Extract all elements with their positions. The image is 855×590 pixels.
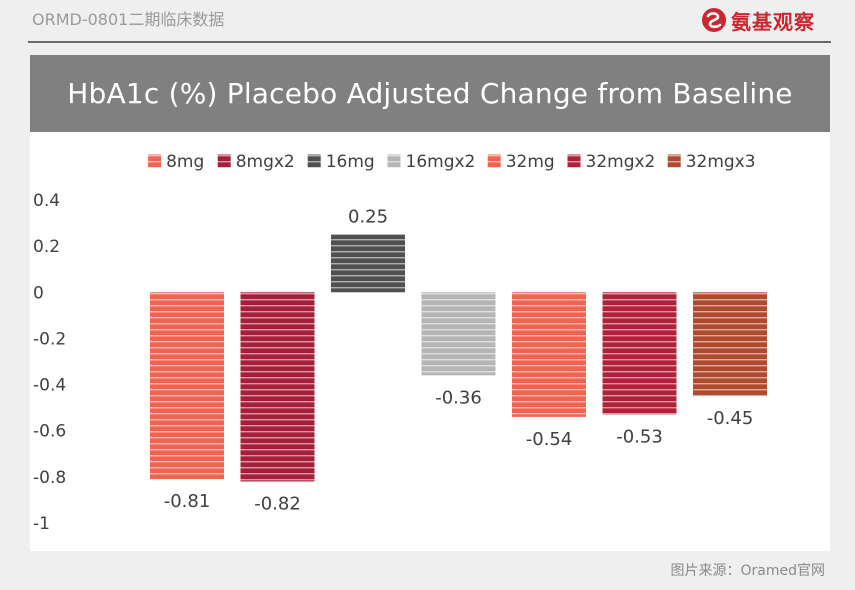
legend-swatch-16mg bbox=[307, 154, 321, 168]
bar-16mg bbox=[331, 234, 405, 293]
legend-item-16mgx2: 16mgx2 bbox=[387, 152, 476, 172]
y-tick-label: -1 bbox=[33, 514, 50, 534]
legend-swatch-32mgx3 bbox=[667, 154, 681, 168]
bar-16mgx2 bbox=[421, 292, 496, 376]
y-axis: 0.4 0.2 0 -0.2 -0.4 -0.6 -0.8 -1 bbox=[33, 191, 66, 534]
chart-panel: HbA1c (%) Placebo Adjusted Change from B… bbox=[30, 55, 830, 551]
legend-label-8mgx2: 8mgx2 bbox=[236, 152, 295, 172]
legend-label-16mgx2: 16mgx2 bbox=[406, 152, 476, 172]
brand-logo-block: 氨基观察 bbox=[701, 5, 815, 35]
legend-label-8mg: 8mg bbox=[166, 152, 204, 172]
image-source-caption: 图片来源：Oramed官网 bbox=[670, 563, 826, 579]
bar-32mg bbox=[512, 292, 586, 417]
data-label-32mgx3: -0.45 bbox=[707, 408, 754, 429]
y-tick-label: -0.2 bbox=[33, 329, 66, 349]
y-tick-label: 0.2 bbox=[33, 237, 60, 257]
legend-label-16mg: 16mg bbox=[326, 152, 375, 172]
bar-32mgx2 bbox=[602, 292, 677, 415]
header-divider bbox=[28, 41, 831, 43]
legend-label-32mgx3: 32mgx3 bbox=[686, 152, 756, 172]
legend-label-32mg: 32mg bbox=[506, 152, 555, 172]
data-label-32mg: -0.54 bbox=[526, 429, 573, 450]
legend-item-32mg: 32mg bbox=[487, 152, 555, 172]
legend-swatch-8mgx2 bbox=[217, 154, 231, 168]
y-tick-label: -0.8 bbox=[33, 468, 66, 488]
legend-item-32mgx3: 32mgx3 bbox=[667, 152, 756, 172]
data-label-8mgx2: -0.82 bbox=[254, 493, 301, 514]
legend-swatch-32mgx2 bbox=[567, 154, 581, 168]
legend-item-32mgx2: 32mgx2 bbox=[567, 152, 656, 172]
brand-name: 氨基观察 bbox=[731, 9, 815, 34]
y-tick-label: 0.4 bbox=[33, 191, 60, 211]
y-tick-label: -0.6 bbox=[33, 422, 66, 442]
chart-legend: 8mg 8mgx2 16mg 16mgx2 32mg 32mgx2 32mgx3 bbox=[148, 152, 756, 172]
y-tick-label: -0.4 bbox=[33, 376, 66, 396]
legend-label-32mgx2: 32mgx2 bbox=[586, 152, 656, 172]
bar-32mgx3 bbox=[693, 292, 767, 397]
data-label-16mg: 0.25 bbox=[348, 207, 388, 228]
data-label-8mg: -0.81 bbox=[164, 491, 211, 512]
bar-8mg bbox=[150, 292, 224, 480]
chart-bars bbox=[150, 234, 767, 482]
data-label-16mgx2: -0.36 bbox=[435, 387, 482, 408]
legend-item-16mg: 16mg bbox=[307, 152, 375, 172]
legend-swatch-32mg bbox=[487, 154, 501, 168]
header-caption: ORMD-0801二期临床数据 bbox=[32, 10, 225, 29]
chart-title-bar: HbA1c (%) Placebo Adjusted Change from B… bbox=[30, 55, 830, 132]
data-label-32mgx2: -0.53 bbox=[616, 427, 663, 448]
legend-swatch-16mgx2 bbox=[387, 154, 401, 168]
legend-swatch-8mg bbox=[148, 154, 162, 168]
chart-canvas: 8mg 8mgx2 16mg 16mgx2 32mg 32mgx2 32mgx3 0.40.… bbox=[33, 152, 767, 534]
legend-item-8mg: 8mg bbox=[148, 152, 204, 172]
bar-8mgx2 bbox=[240, 292, 315, 482]
chart-title: HbA1c (%) Placebo Adjusted Change from B… bbox=[67, 77, 793, 110]
legend-item-8mgx2: 8mgx2 bbox=[217, 152, 295, 172]
data-labels: -0.81 -0.82 0.25 -0.36 -0.54 -0.53 -0.45 bbox=[164, 207, 754, 515]
y-tick-label: 0 bbox=[33, 283, 44, 303]
brand-logo-icon bbox=[702, 8, 726, 32]
